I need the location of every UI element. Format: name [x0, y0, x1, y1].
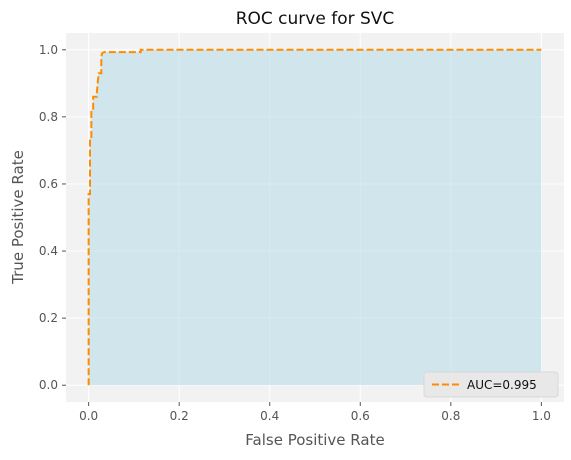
x-tick-label: 0.2 [170, 409, 189, 423]
y-axis-label: True Positive Rate [9, 150, 27, 285]
chart-title: ROC curve for SVC [236, 9, 395, 29]
x-axis-label: False Positive Rate [245, 431, 384, 449]
legend: AUC=0.995 [423, 371, 559, 398]
y-tick-label: 0.8 [39, 110, 58, 124]
y-tick-label: 1.0 [39, 43, 58, 57]
legend-label: AUC=0.995 [467, 378, 537, 392]
x-tick-label: 0.8 [441, 409, 460, 423]
roc-curve-line [87, 48, 542, 386]
legend-box [423, 371, 559, 398]
y-tick-label: 0.6 [39, 177, 58, 191]
y-tick-label: 0.2 [39, 311, 58, 325]
roc-area-fill [88, 49, 542, 386]
y-tick-label: 0.4 [39, 244, 58, 258]
x-tick-label: 1.0 [532, 409, 551, 423]
x-tick-label: 0.6 [351, 409, 370, 423]
y-tick-label: 0.0 [39, 378, 58, 392]
x-tick-label: 0.4 [260, 409, 279, 423]
tick-group: 0.0 0.2 0.4 0.6 0.8 1.0 0.0 0.2 0.4 0.6 0.8 1.0 [39, 43, 551, 423]
x-tick-label: 0.0 [79, 409, 98, 423]
